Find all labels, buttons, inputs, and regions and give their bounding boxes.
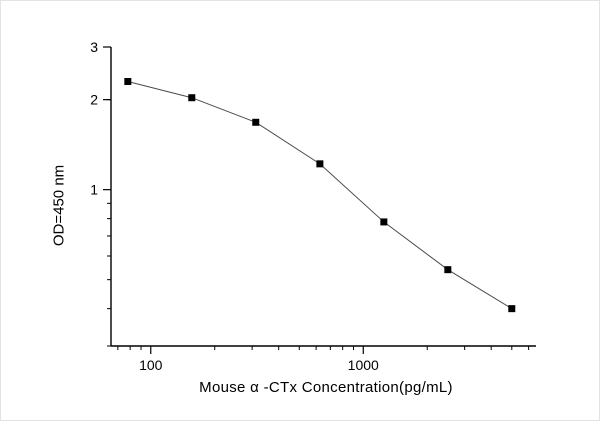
data-point-marker [316, 160, 324, 168]
data-line [127, 81, 513, 310]
data-point-marker [508, 305, 516, 313]
y-tick-label: 1 [90, 182, 98, 198]
data-point-marker [252, 118, 260, 126]
x-axis-title: Mouse α -CTx Concentration(pg/mL) [199, 379, 453, 396]
data-point-marker [380, 218, 388, 226]
x-tick-label: 100 [139, 357, 163, 373]
y-axis-title: OD=450 nm [50, 164, 68, 247]
data-point-marker [188, 94, 196, 102]
y-tick-label: 3 [90, 39, 98, 55]
y-tick-label: 2 [90, 92, 98, 108]
data-point-marker [124, 78, 132, 86]
x-tick-label: 1000 [348, 357, 379, 373]
data-point-marker [444, 266, 452, 274]
